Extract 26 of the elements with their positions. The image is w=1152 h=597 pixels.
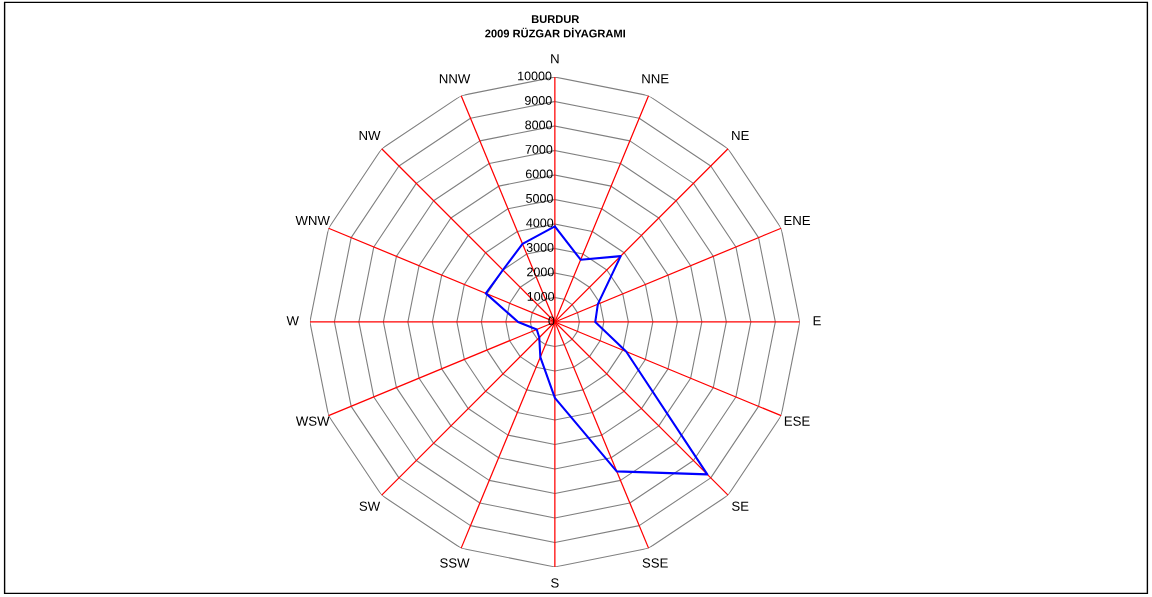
spoke-label: ESE xyxy=(784,416,810,426)
spoke-label: WNW xyxy=(295,215,330,226)
spoke-label: NNE xyxy=(642,74,669,84)
spoke-label: NW xyxy=(359,130,381,141)
spoke-label: ENE xyxy=(784,215,811,226)
spoke-label: WSW xyxy=(295,416,330,426)
y-tick-label: 6000 xyxy=(525,169,553,179)
spoke-label: SSW xyxy=(440,558,470,568)
y-tick-label: 7000 xyxy=(525,145,553,154)
y-tick-label: 5000 xyxy=(526,193,553,203)
chart-title: BURDUR 2009 RÜZGAR DİYAGRAMI xyxy=(485,15,626,38)
spoke-label: SW xyxy=(359,501,381,511)
y-tick-label: 10000 xyxy=(518,71,552,81)
y-tick-label: 8000 xyxy=(525,120,553,130)
spoke-label: SE xyxy=(732,501,749,511)
spoke-label: SSE xyxy=(642,558,668,568)
y-tick-label: 4000 xyxy=(526,218,554,228)
spoke-label: W xyxy=(286,316,299,326)
y-tick-label: 9000 xyxy=(525,96,552,105)
y-tick-label: 3000 xyxy=(526,242,554,252)
spoke-label: S xyxy=(551,578,559,588)
spoke-label: NNW xyxy=(439,74,471,84)
y-tick-label: 0 xyxy=(548,316,555,326)
spoke-label: NE xyxy=(732,130,749,141)
spoke-label: E xyxy=(813,316,821,326)
spoke-label: N xyxy=(551,54,559,64)
